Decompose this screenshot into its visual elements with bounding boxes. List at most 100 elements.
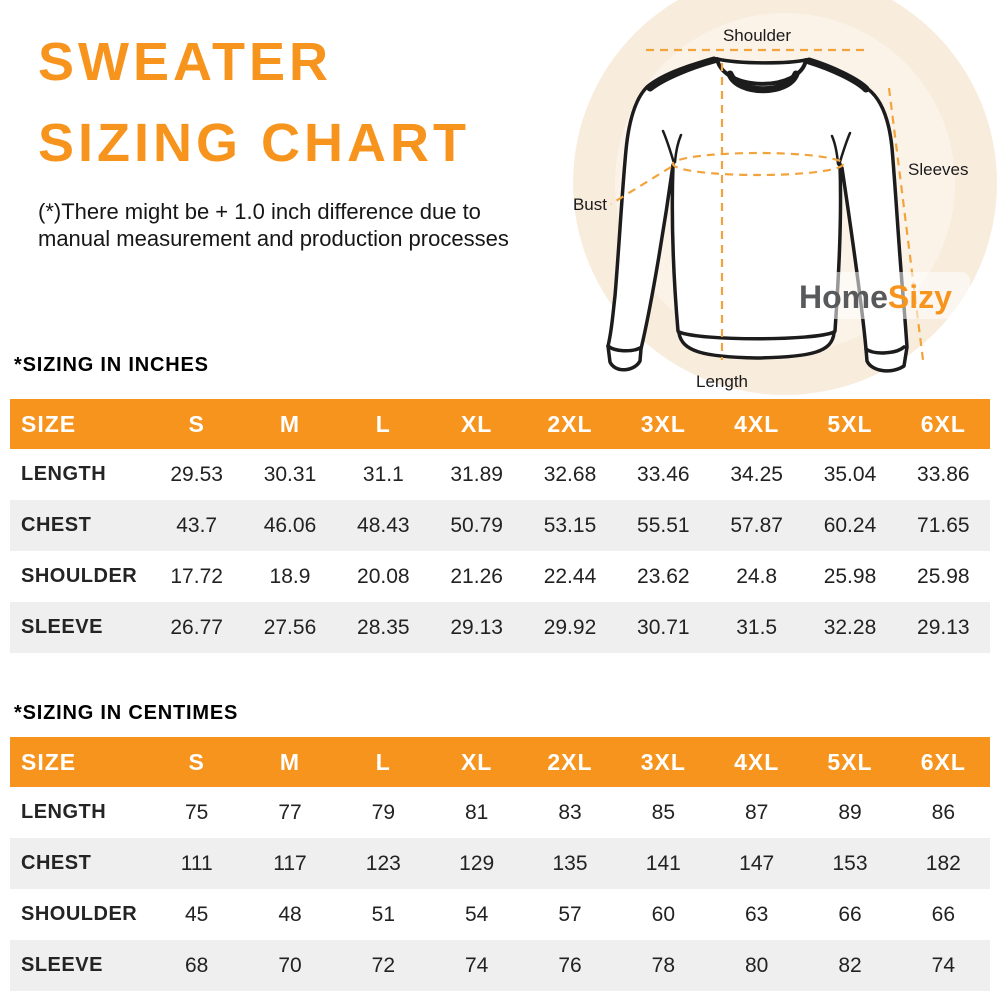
size-value-cell: 135 bbox=[552, 851, 588, 875]
size-value-cell: 57 bbox=[558, 902, 582, 926]
column-header: 6XL bbox=[920, 748, 966, 775]
bust-label: Bust bbox=[573, 195, 607, 214]
size-value-cell: 153 bbox=[832, 851, 868, 875]
column-header: 5XL bbox=[827, 410, 873, 437]
section-title-centimes: *SIZING IN CENTIMES bbox=[14, 702, 239, 724]
size-value-cell: 43.7 bbox=[176, 513, 218, 537]
size-value-cell: 74 bbox=[931, 953, 955, 977]
shoulder-label: Shoulder bbox=[723, 26, 791, 45]
logo-text: HomeSizy bbox=[799, 279, 952, 315]
size-value-cell: 32.28 bbox=[823, 615, 877, 639]
homesizy-logo: HomeSizy bbox=[790, 272, 970, 319]
size-value-cell: 147 bbox=[739, 851, 775, 875]
size-value-cell: 24.8 bbox=[736, 564, 778, 588]
bust-pointer-line bbox=[610, 166, 672, 205]
right-shoulder-seam bbox=[805, 57, 870, 93]
row-label: SLEEVE bbox=[21, 616, 103, 638]
column-header: L bbox=[375, 748, 391, 775]
page-title-line-1: SWEATER bbox=[38, 32, 332, 92]
column-header: L bbox=[375, 410, 391, 437]
size-value-cell: 30.31 bbox=[263, 462, 317, 486]
size-value-cell: 20.08 bbox=[357, 564, 410, 588]
size-value-cell: 33.86 bbox=[917, 462, 970, 486]
table-row: CHEST 111 117 123 129 135 141 147 153 182 bbox=[10, 838, 990, 889]
size-value-cell: 26.77 bbox=[170, 615, 223, 639]
size-value-cell: 25.98 bbox=[917, 564, 970, 588]
size-value-cell: 27.56 bbox=[263, 615, 317, 639]
size-value-cell: 57.87 bbox=[730, 513, 783, 537]
size-value-cell: 72 bbox=[371, 953, 395, 977]
disclaimer-line-1: (*)There might be + 1.0 inch difference … bbox=[38, 199, 481, 224]
column-header: 3XL bbox=[640, 410, 686, 437]
size-value-cell: 48.43 bbox=[357, 513, 410, 537]
size-value-cell: 32.68 bbox=[543, 462, 597, 486]
table-row: LENGTH 75 77 79 81 83 85 87 89 86 bbox=[10, 787, 990, 838]
header-block: SWEATER SIZING CHART (*)There might be +… bbox=[38, 22, 509, 252]
column-header: 3XL bbox=[640, 748, 686, 775]
table-header-row: SIZE S M L XL 2XL 3XL 4XL 5XL 6XL bbox=[10, 399, 990, 449]
size-value-cell: 29.92 bbox=[543, 615, 597, 639]
logo-background bbox=[790, 272, 970, 319]
disclaimer-text: (*)There might be + 1.0 inch difference … bbox=[38, 198, 509, 252]
row-label: SHOULDER bbox=[21, 903, 138, 925]
sleeves-label: Sleeves bbox=[908, 160, 968, 179]
size-value-cell: 74 bbox=[464, 953, 489, 977]
size-value-cell: 31.5 bbox=[736, 615, 778, 639]
size-value-cell: 63 bbox=[744, 902, 769, 926]
size-value-cell: 53.15 bbox=[543, 513, 597, 537]
table-header-row: SIZE S M L XL 2XL 3XL 4XL 5XL 6XL bbox=[10, 737, 990, 787]
size-value-cell: 87 bbox=[744, 800, 769, 824]
size-value-cell: 31.1 bbox=[362, 462, 404, 486]
size-value-cell: 60 bbox=[651, 902, 675, 926]
size-value-cell: 35.04 bbox=[823, 462, 877, 486]
inches-size-table: SIZE S M L XL 2XL 3XL 4XL 5XL 6XL LENGTH 29.53 30.31… bbox=[10, 399, 990, 653]
size-value-cell: 77 bbox=[278, 800, 302, 824]
row-label: CHEST bbox=[21, 514, 92, 536]
disclaimer-line-2: manual measurement and production proces… bbox=[38, 226, 509, 251]
column-header: SIZE bbox=[21, 748, 77, 775]
column-header: M bbox=[279, 748, 301, 775]
section-title-inches: *SIZING IN INCHES bbox=[14, 354, 209, 376]
size-value-cell: 54 bbox=[464, 902, 489, 926]
row-label: SLEEVE bbox=[21, 954, 103, 976]
column-header: 5XL bbox=[827, 748, 873, 775]
column-header: 2XL bbox=[547, 748, 593, 775]
size-value-cell: 34.25 bbox=[730, 462, 783, 486]
table-row: SLEEVE 68 70 72 74 76 78 80 82 74 bbox=[10, 940, 990, 991]
size-value-cell: 78 bbox=[651, 953, 675, 977]
table-row: SLEEVE 26.77 27.56 28.35 29.13 29.92 30.71 31.5… bbox=[10, 602, 990, 653]
size-value-cell: 51 bbox=[371, 902, 395, 926]
size-value-cell: 17.72 bbox=[170, 564, 223, 588]
diagram-labels: Shoulder Sleeves Bust Length bbox=[573, 26, 969, 391]
size-value-cell: 60.24 bbox=[823, 513, 877, 537]
size-value-cell: 29.13 bbox=[450, 615, 503, 639]
size-value-cell: 31.89 bbox=[450, 462, 503, 486]
size-value-cell: 75 bbox=[184, 800, 209, 824]
column-header: S bbox=[188, 410, 205, 437]
size-value-cell: 141 bbox=[645, 851, 681, 875]
size-value-cell: 70 bbox=[278, 953, 302, 977]
column-header: XL bbox=[460, 748, 493, 775]
size-value-cell: 81 bbox=[464, 800, 489, 824]
size-value-cell: 29.53 bbox=[170, 462, 223, 486]
row-label: LENGTH bbox=[21, 463, 107, 485]
column-header: SIZE bbox=[21, 410, 77, 437]
centimeters-size-table: SIZE S M L XL 2XL 3XL 4XL 5XL 6XL LENGTH 75 77 79 81 83… bbox=[10, 737, 990, 991]
column-header: M bbox=[279, 410, 301, 437]
size-value-cell: 33.46 bbox=[637, 462, 690, 486]
page-title: SWEATER SIZING CHART bbox=[38, 22, 509, 184]
size-value-cell: 182 bbox=[925, 851, 961, 875]
size-value-cell: 21.26 bbox=[450, 564, 503, 588]
row-label: SHOULDER bbox=[21, 565, 138, 587]
size-value-cell: 66 bbox=[931, 902, 955, 926]
size-value-cell: 85 bbox=[651, 800, 675, 824]
bust-guide-ellipse bbox=[671, 151, 845, 177]
size-value-cell: 82 bbox=[838, 953, 862, 977]
size-value-cell: 28.35 bbox=[357, 615, 410, 639]
size-value-cell: 76 bbox=[558, 953, 582, 977]
size-value-cell: 83 bbox=[558, 800, 582, 824]
size-value-cell: 71.65 bbox=[917, 513, 970, 537]
size-value-cell: 29.13 bbox=[917, 615, 970, 639]
column-header: 4XL bbox=[734, 410, 780, 437]
